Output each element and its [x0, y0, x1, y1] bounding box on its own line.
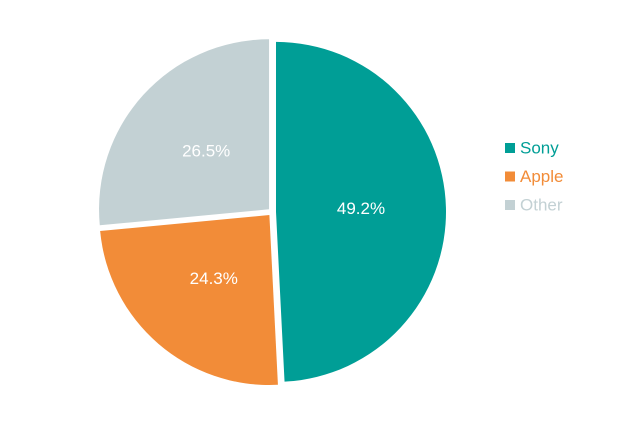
- legend-label: Other: [520, 195, 563, 214]
- data-label: 24.3%: [190, 269, 238, 288]
- pie-slice: [275, 41, 446, 382]
- legend-label: Apple: [520, 167, 563, 186]
- data-label: 49.2%: [337, 199, 385, 218]
- legend-label: Sony: [520, 138, 559, 157]
- legend-swatch: [505, 171, 515, 182]
- legend-swatch: [505, 200, 515, 210]
- pie-slice: [100, 215, 278, 386]
- legend-swatch: [505, 143, 515, 153]
- pie-slice: [99, 39, 270, 226]
- data-label: 26.5%: [182, 142, 230, 161]
